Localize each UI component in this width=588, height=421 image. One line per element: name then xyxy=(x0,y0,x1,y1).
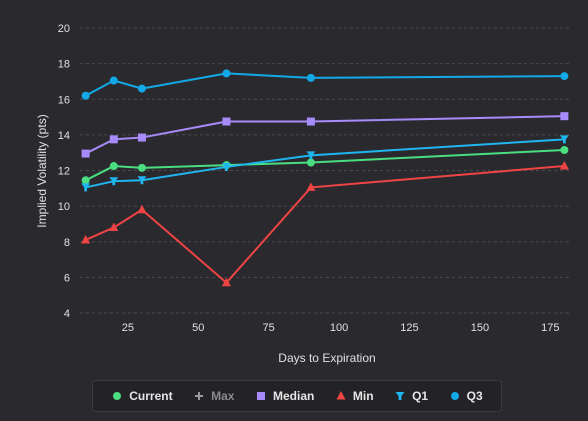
legend-symbol xyxy=(113,392,122,400)
data-point-median xyxy=(109,135,118,144)
x-tick-label: 150 xyxy=(471,322,489,334)
y-tick-label: 6 xyxy=(64,272,70,284)
data-point-median xyxy=(222,117,231,126)
y-tick-label: 18 xyxy=(58,59,70,71)
legend-marker-current-icon xyxy=(113,392,122,400)
data-point-current xyxy=(137,163,146,172)
y-tick-label: 20 xyxy=(58,23,70,35)
data-point-median xyxy=(560,112,569,121)
x-tick-label: 175 xyxy=(541,322,559,334)
x-tick-label: 25 xyxy=(122,322,134,334)
series-group xyxy=(81,69,569,287)
data-point-median xyxy=(81,149,90,158)
legend-symbol xyxy=(450,392,459,400)
x-tick-label: 125 xyxy=(400,322,418,334)
chart-legend: Current Max Median Min Q1 Q3 xyxy=(92,380,502,412)
series-line-current xyxy=(85,149,565,182)
legend-symbol xyxy=(195,392,204,400)
axes: 4 6 8 10 12 14 16 18 20 25 50 75 100 125 150 175 xyxy=(58,23,560,334)
legend-label: Min xyxy=(352,389,374,403)
y-tick-label: 4 xyxy=(64,308,70,320)
data-point-q1 xyxy=(306,151,316,160)
data-point-min xyxy=(559,161,569,170)
legend-item-q1[interactable]: Q1 xyxy=(394,389,428,403)
data-point-current xyxy=(81,176,90,185)
data-point-q3 xyxy=(109,76,118,85)
x-axis-title: Days to Expiration xyxy=(278,351,375,365)
data-point-q3 xyxy=(306,73,315,82)
legend-label: Max xyxy=(211,389,235,403)
y-tick-label: 16 xyxy=(58,94,70,106)
data-point-min xyxy=(137,204,147,214)
legend-item-q3[interactable]: Q3 xyxy=(449,389,483,403)
data-point-min xyxy=(306,182,316,191)
legend-symbol xyxy=(395,392,405,400)
data-point-q3 xyxy=(222,69,231,78)
legend-marker-q3-icon xyxy=(450,392,459,400)
data-point-min xyxy=(81,234,91,244)
legend-marker-max-icon xyxy=(195,392,204,400)
legend-marker-q1-icon xyxy=(395,392,405,400)
grid-lines xyxy=(80,27,570,314)
legend-symbol xyxy=(257,392,266,400)
data-point-q1 xyxy=(137,176,147,185)
x-tick-label: 100 xyxy=(330,322,348,334)
data-point-q1 xyxy=(109,177,119,186)
data-point-q3 xyxy=(137,84,146,93)
y-tick-label: 12 xyxy=(58,166,70,178)
legend-label: Current xyxy=(129,389,173,403)
data-point-q3 xyxy=(560,72,569,81)
data-point-min xyxy=(221,277,231,287)
data-point-q1 xyxy=(559,135,569,144)
legend-symbol xyxy=(336,391,346,400)
legend-label: Q1 xyxy=(412,389,429,403)
y-tick-label: 8 xyxy=(64,237,70,249)
legend-marker-min-icon xyxy=(336,391,346,400)
series-line-q1 xyxy=(85,138,565,189)
data-point-min xyxy=(109,222,119,231)
legend-label: Median xyxy=(273,389,315,403)
y-tick-label: 10 xyxy=(58,201,70,213)
series-line-min xyxy=(85,165,565,285)
legend-marker-median-icon xyxy=(257,392,266,400)
data-point-q1 xyxy=(221,162,231,171)
series-line-q3 xyxy=(85,72,565,97)
legend-item-min[interactable]: Min xyxy=(335,389,374,403)
x-tick-label: 50 xyxy=(192,322,204,334)
y-axis-title: Implied Volatility (pts) xyxy=(35,114,49,227)
data-point-median xyxy=(137,133,146,142)
data-point-current xyxy=(560,146,569,155)
y-tick-label: 14 xyxy=(58,130,70,142)
data-point-q1 xyxy=(81,183,91,192)
x-tick-label: 75 xyxy=(263,322,275,334)
series-line-median xyxy=(85,115,565,155)
legend-item-current[interactable]: Current xyxy=(111,389,173,403)
data-point-q3 xyxy=(81,91,90,100)
data-point-median xyxy=(306,117,315,126)
data-point-current xyxy=(306,158,315,167)
legend-label: Q3 xyxy=(466,389,483,403)
legend-item-median[interactable]: Median xyxy=(255,389,314,403)
legend-item-max[interactable]: Max xyxy=(193,389,234,403)
data-point-current xyxy=(109,162,118,171)
